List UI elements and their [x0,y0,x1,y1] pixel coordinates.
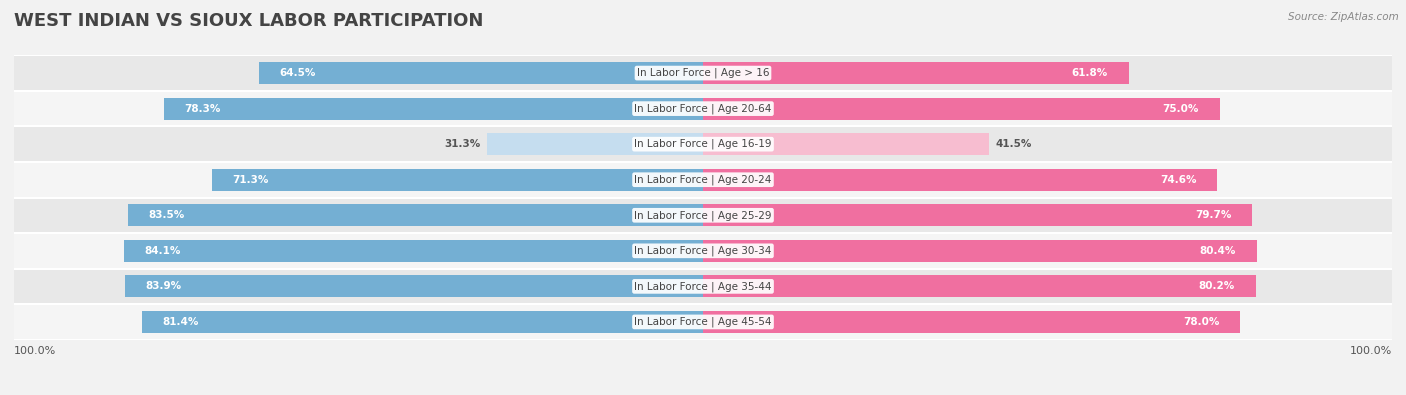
Text: 79.7%: 79.7% [1195,210,1232,220]
Bar [703,311,1240,333]
Text: 81.4%: 81.4% [163,317,200,327]
Bar [163,98,703,120]
Bar [124,240,703,262]
Text: 75.0%: 75.0% [1163,103,1199,114]
Text: 78.0%: 78.0% [1184,317,1219,327]
Bar [703,169,1218,191]
Text: 80.4%: 80.4% [1199,246,1236,256]
Text: 78.3%: 78.3% [184,103,221,114]
Bar [14,162,1392,198]
Bar [703,62,1129,84]
Text: 31.3%: 31.3% [444,139,481,149]
Bar [259,62,703,84]
Bar [14,198,1392,233]
Bar [703,240,1257,262]
Text: In Labor Force | Age 35-44: In Labor Force | Age 35-44 [634,281,772,292]
Text: Source: ZipAtlas.com: Source: ZipAtlas.com [1288,12,1399,22]
Bar [703,275,1256,297]
Text: 80.2%: 80.2% [1198,281,1234,292]
Bar [488,133,703,155]
Text: In Labor Force | Age 25-29: In Labor Force | Age 25-29 [634,210,772,220]
Text: 100.0%: 100.0% [1350,346,1392,356]
Bar [14,304,1392,340]
Bar [14,91,1392,126]
Bar [703,133,988,155]
Bar [125,275,703,297]
Bar [14,55,1392,91]
Text: In Labor Force | Age > 16: In Labor Force | Age > 16 [637,68,769,78]
Text: In Labor Force | Age 16-19: In Labor Force | Age 16-19 [634,139,772,149]
Text: 41.5%: 41.5% [995,139,1032,149]
Text: In Labor Force | Age 30-34: In Labor Force | Age 30-34 [634,246,772,256]
Bar [14,269,1392,304]
Text: 64.5%: 64.5% [280,68,316,78]
Text: 61.8%: 61.8% [1071,68,1108,78]
Text: In Labor Force | Age 20-64: In Labor Force | Age 20-64 [634,103,772,114]
Text: 74.6%: 74.6% [1160,175,1197,185]
Text: In Labor Force | Age 20-24: In Labor Force | Age 20-24 [634,175,772,185]
Bar [703,98,1219,120]
Text: 84.1%: 84.1% [145,246,180,256]
Bar [128,204,703,226]
Text: 71.3%: 71.3% [232,175,269,185]
Bar [212,169,703,191]
Text: In Labor Force | Age 45-54: In Labor Force | Age 45-54 [634,317,772,327]
Bar [14,126,1392,162]
Bar [142,311,703,333]
Bar [703,204,1253,226]
Bar [14,233,1392,269]
Text: 83.5%: 83.5% [149,210,184,220]
Text: WEST INDIAN VS SIOUX LABOR PARTICIPATION: WEST INDIAN VS SIOUX LABOR PARTICIPATION [14,12,484,30]
Text: 83.9%: 83.9% [146,281,181,292]
Text: 100.0%: 100.0% [14,346,56,356]
